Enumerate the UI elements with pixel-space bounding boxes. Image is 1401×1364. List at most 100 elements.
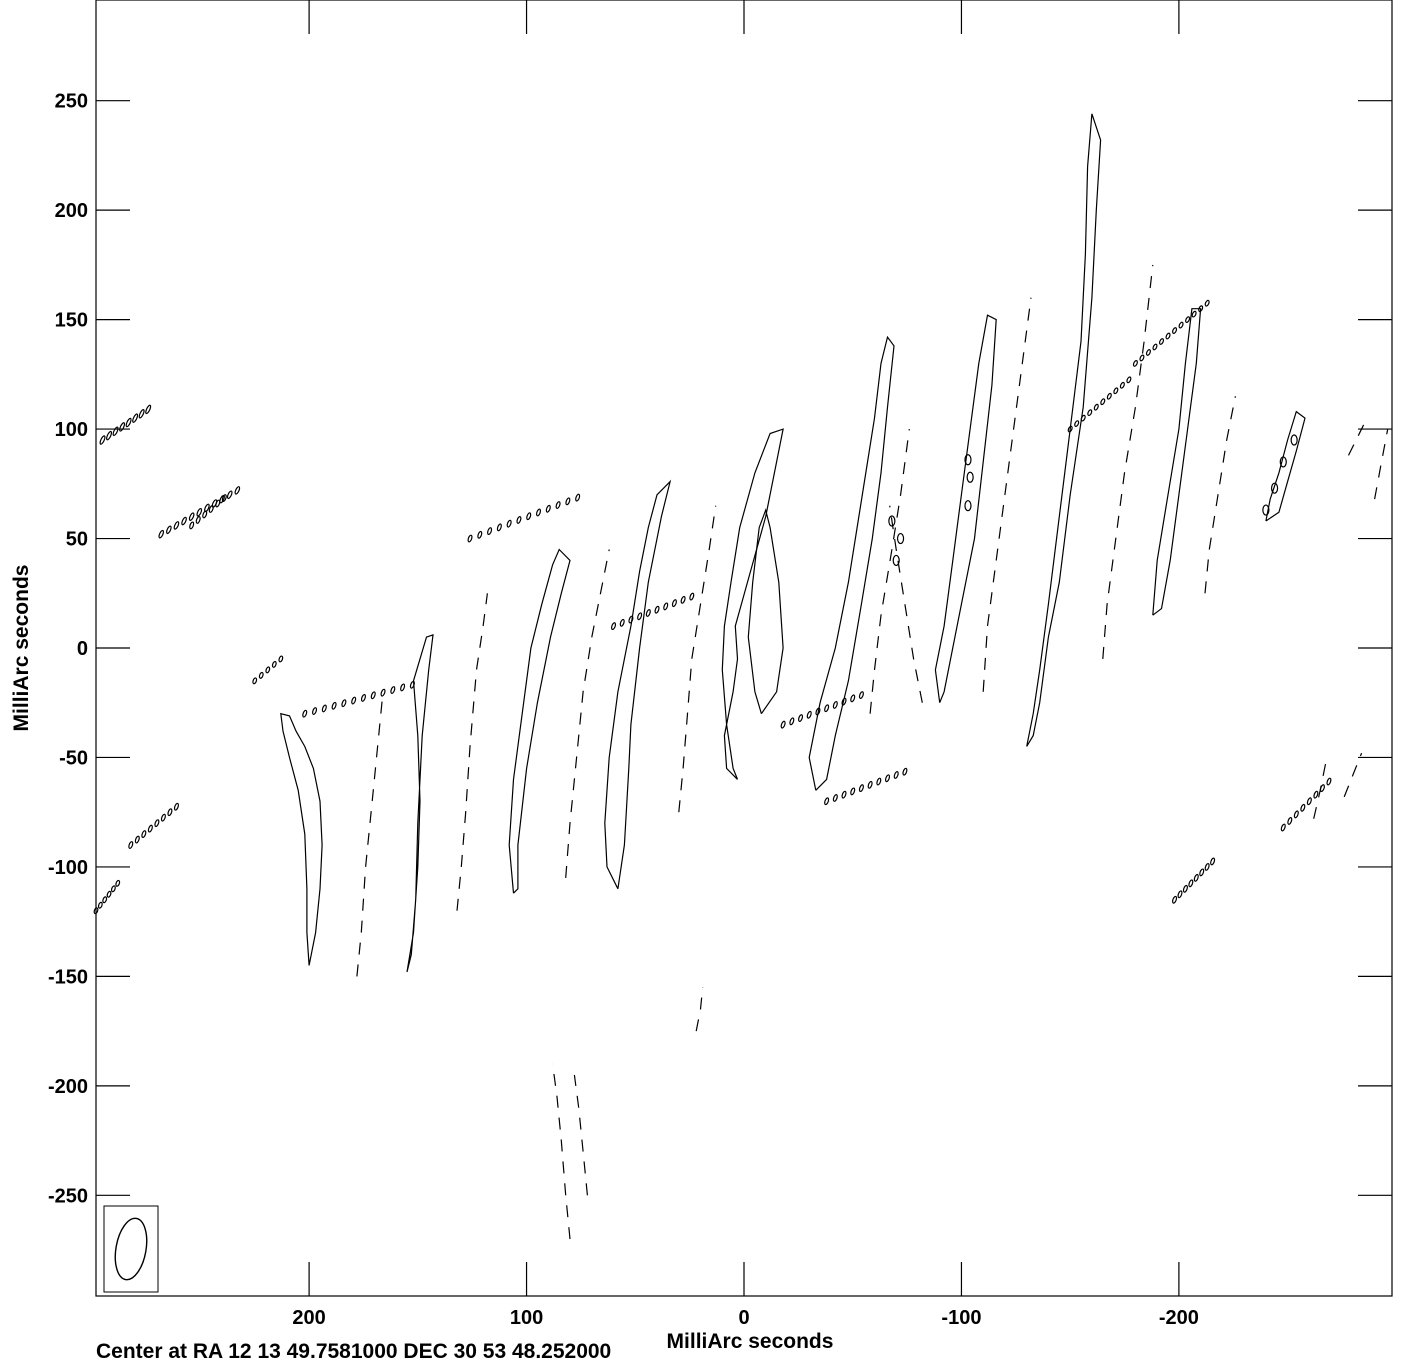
contour-negative — [1102, 264, 1154, 659]
ripple-mark — [360, 693, 366, 702]
ripple-mark — [99, 435, 106, 445]
ripple-mark — [97, 901, 103, 909]
ripple-mark — [565, 497, 571, 506]
ripple-mark — [654, 605, 660, 614]
beam-ellipse — [114, 1217, 148, 1281]
contour-positive — [747, 508, 784, 715]
ripple-mark — [1287, 817, 1293, 825]
y-tick-labels: 250 200 150 100 50 0 -50 -100 -150 -200 -250 — [48, 91, 88, 1208]
ripple-mark — [545, 504, 551, 513]
ripple-mark — [893, 771, 899, 779]
ripple-mark — [689, 592, 695, 601]
contour-blob — [1290, 434, 1298, 446]
ripple-mark — [160, 813, 166, 822]
ripple-mark — [128, 841, 134, 849]
ripple-mark — [141, 830, 147, 839]
ripple-mark — [496, 523, 502, 532]
ripple-mark — [628, 615, 634, 624]
ripple-mark — [1132, 360, 1138, 367]
ripple-mark — [789, 717, 795, 726]
ripple-mark — [902, 767, 908, 776]
ripple-mark — [876, 777, 882, 786]
beam-inset — [103, 1205, 159, 1293]
y-axis-title: MilliArc seconds — [10, 565, 33, 732]
contour-positive — [934, 314, 997, 703]
y-tick-label: 250 — [55, 91, 88, 113]
y-tick-label: 0 — [77, 638, 88, 660]
ripple-mark — [226, 490, 233, 500]
ripple-mark — [278, 655, 284, 663]
ripple-mark — [147, 824, 153, 833]
ripple-mark — [390, 686, 396, 694]
contour-negative — [456, 593, 488, 911]
ripple-mark — [271, 660, 277, 668]
contour-negative — [869, 429, 910, 714]
contour-blob — [896, 532, 905, 545]
ripple-mark — [1319, 784, 1325, 793]
ripple-mark — [832, 700, 838, 709]
ripple-mark — [312, 707, 318, 715]
ripple-mark — [1300, 803, 1306, 812]
ripple-mark — [1313, 790, 1319, 799]
ripple-mark — [555, 501, 561, 509]
plot-frame — [95, 0, 1393, 1297]
ripple-mark — [1106, 392, 1112, 400]
ripple-mark — [526, 512, 532, 521]
contour-positive — [280, 712, 323, 966]
ripple-mark — [400, 683, 406, 692]
contour-positive — [508, 548, 571, 894]
ripple-mark — [102, 896, 108, 904]
ripple-mark — [134, 835, 140, 844]
ripple-mark — [1093, 403, 1099, 411]
ripple-mark — [1126, 376, 1132, 384]
ripple-mark — [119, 422, 126, 432]
ripple-mark — [106, 430, 113, 441]
ripple-mark — [506, 519, 512, 528]
ripple-mark — [575, 493, 581, 502]
y-tick-label: 100 — [55, 419, 88, 441]
ripple-mark — [611, 622, 617, 631]
center-coordinates-caption: Center at RA 12 13 49.7581000 DEC 30 53 … — [96, 1340, 612, 1363]
contour-blob — [1270, 482, 1279, 494]
ripple-mark — [409, 680, 415, 689]
ripple-mark — [189, 521, 195, 530]
ripple-mark — [158, 529, 165, 539]
ripple-mark — [321, 704, 327, 713]
beam-box — [103, 1205, 159, 1293]
ripple-mark — [202, 510, 208, 519]
ripple-mark — [234, 486, 241, 495]
ripple-mark — [824, 704, 830, 713]
ripple-mark — [1074, 420, 1080, 428]
ripple-mark — [637, 612, 643, 621]
contour-negative — [1374, 428, 1389, 500]
ripple-mark — [841, 790, 847, 799]
ripple-mark — [173, 802, 179, 811]
ripple-mark — [106, 890, 112, 898]
contour-blob — [964, 500, 972, 512]
ripple-mark — [645, 609, 651, 617]
contour-negative — [356, 691, 384, 977]
contour-negative — [678, 505, 717, 813]
contour-blob — [964, 454, 972, 466]
x-tick-labels: 200 100 0 -100 -200 — [292, 1307, 1199, 1329]
ripple-mark — [188, 512, 195, 521]
ripple-mark — [265, 666, 271, 674]
ripple-mark — [145, 404, 152, 415]
contour-positive — [1265, 410, 1306, 522]
ripple-mark — [680, 595, 686, 604]
ripple-mark — [780, 720, 786, 729]
ripple-mark — [167, 808, 173, 817]
y-tick-label: -200 — [48, 1076, 88, 1098]
ripple-mark — [841, 697, 847, 706]
ripple-mark — [663, 602, 669, 611]
ripple-mark — [1178, 321, 1184, 329]
ripple-mark — [181, 516, 187, 526]
ripple-mark — [1087, 409, 1093, 417]
ripple-mark — [154, 819, 160, 828]
ripple-mark — [850, 694, 856, 703]
ripple-mark — [341, 699, 347, 708]
ripple-mark — [1306, 797, 1312, 806]
ripple-mark — [208, 505, 214, 513]
ripple-mark — [1152, 343, 1158, 351]
ripple-mark — [1193, 873, 1199, 882]
